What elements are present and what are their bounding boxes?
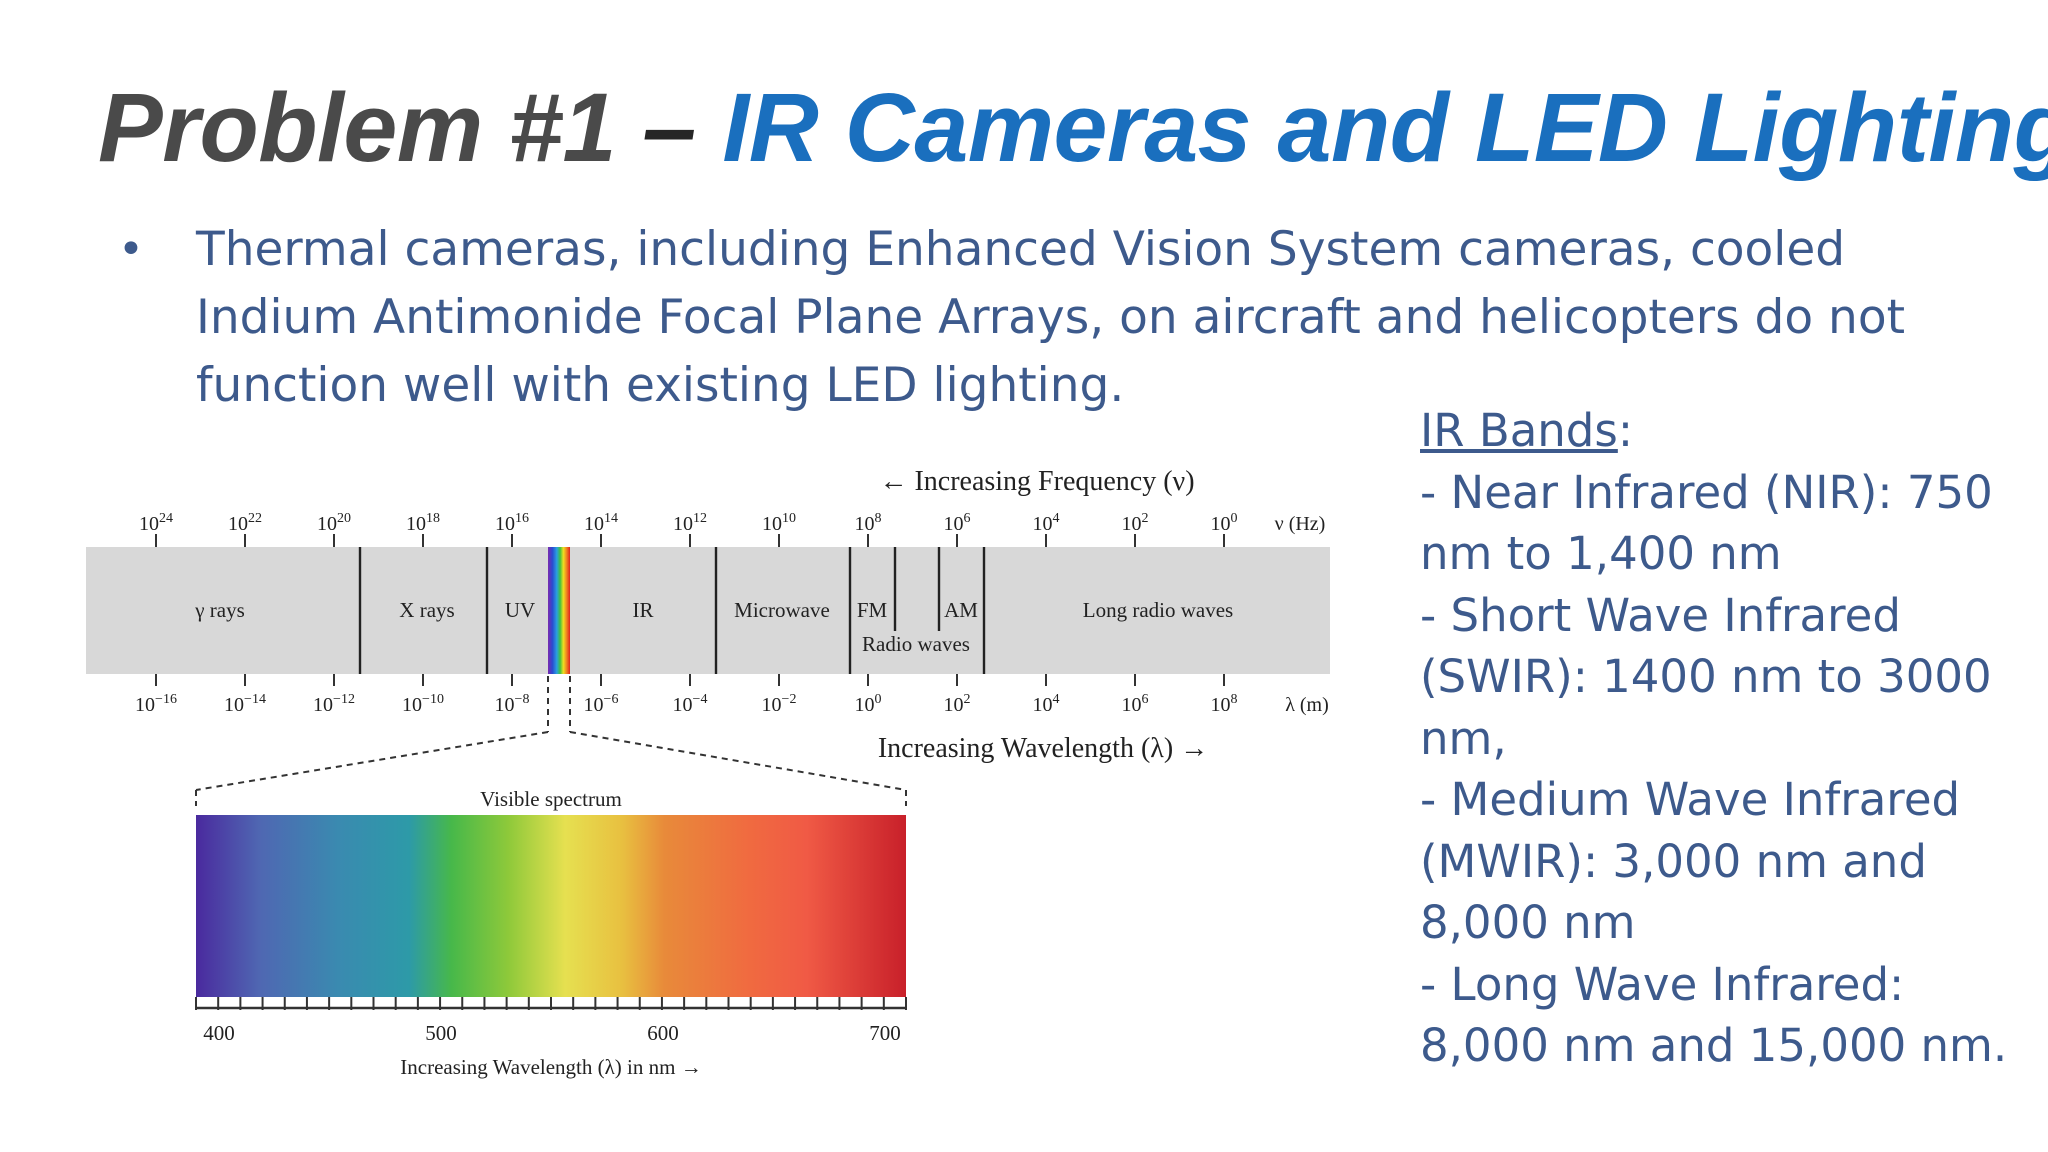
ir-band-line: - Long Wave Infrared: (1420, 957, 1905, 1011)
frequency-tick-label: 1014 (584, 511, 618, 535)
band-label-microwave: Microwave (734, 598, 830, 622)
visible-spectrum-gradient (196, 815, 906, 997)
bullet-marker: • (118, 224, 144, 275)
wavelength-tick-label: 10−2 (762, 692, 797, 716)
wavelength-axis-label: Increasing Wavelength (λ) → (878, 733, 1208, 764)
wavelength-ticks: 10−16 10−14 10−12 10−10 10−8 10−6 10−4 10−2 100 1… (135, 674, 1238, 716)
frequency-ticks: 1024 1022 1020 1018 1016 1014 1012 1010 108 106 10… (139, 511, 1238, 547)
visible-tick-700: 700 (869, 1021, 901, 1045)
band-separators (358, 547, 986, 674)
band-label-fm: FM (857, 598, 888, 622)
bullet-line: Indium Antimonide Focal Plane Arrays, on… (196, 290, 1906, 345)
bullet-line: function well with existing LED lighting… (196, 358, 1125, 413)
visible-axis-label: Increasing Wavelength (λ) in nm → (400, 1055, 701, 1079)
ir-band-line: nm, (1420, 711, 1507, 765)
ir-bands-heading-link[interactable]: IR Bands (1420, 404, 1618, 457)
wavelength-tick-label: 10−16 (135, 692, 177, 716)
visible-strip (548, 547, 570, 674)
wavelength-tick-label: 10−4 (673, 692, 708, 716)
frequency-tick-label: 1024 (139, 511, 173, 535)
ir-band-line: - Short Wave Infrared (1420, 588, 1901, 642)
ir-bands-panel: IR Bands: - Near Infrared (NIR): 750 nm … (1420, 400, 2020, 1077)
ir-band-line: 8,000 nm and 15,000 nm. (1420, 1019, 2008, 1072)
band-label-ir: IR (633, 598, 654, 622)
wavelength-tick-label: 10−10 (402, 692, 444, 716)
band-label-uv: UV (505, 598, 535, 622)
freq-unit-label: ν (Hz) (1275, 513, 1326, 535)
ir-band-line: (SWIR): 1400 nm to 3000 (1420, 650, 1992, 703)
band-label-am: AM (944, 598, 978, 622)
zoom-guides (195, 676, 907, 806)
frequency-tick-label: 108 (855, 511, 882, 535)
wavelength-tick-label: 106 (1122, 692, 1149, 716)
frequency-tick-label: 1022 (228, 511, 262, 535)
wave-unit-label: λ (m) (1285, 694, 1329, 716)
frequency-tick-label: 102 (1122, 511, 1149, 535)
visible-spectrum-title: Visible spectrum (480, 787, 622, 811)
frequency-tick-label: 1018 (406, 511, 440, 535)
wavelength-tick-label: 10−12 (313, 692, 355, 716)
title-dash: – (615, 73, 723, 182)
ir-band-line: (MWIR): 3,000 nm and (1420, 834, 1927, 888)
ir-band-line: - Medium Wave Infrared (1420, 773, 1961, 826)
visible-tick-500: 500 (425, 1021, 457, 1045)
wavelength-tick-label: 10−6 (584, 692, 619, 716)
band-label-radio: Radio waves (862, 632, 970, 656)
frequency-tick-label: 100 (1211, 511, 1238, 535)
frequency-tick-label: 1020 (317, 511, 351, 535)
frequency-tick-label: 1012 (673, 511, 707, 535)
wavelength-tick-label: 108 (1211, 692, 1238, 716)
ir-band-line: 8,000 nm (1420, 896, 1636, 949)
wavelength-tick-label: 102 (944, 692, 971, 716)
visible-tick-400: 400 (203, 1021, 235, 1045)
ir-bands-heading: IR Bands: (1420, 400, 2020, 462)
frequency-tick-label: 1016 (495, 511, 529, 535)
bullet-line: Thermal cameras, including Enhanced Visi… (196, 222, 1846, 277)
wavelength-tick-label: 10−8 (495, 692, 530, 716)
frequency-tick-label: 1010 (762, 511, 796, 535)
frequency-tick-label: 104 (1033, 511, 1060, 535)
ir-band-line: nm to 1,400 nm (1420, 527, 1782, 580)
frequency-tick-label: 106 (944, 511, 971, 535)
visible-ticks (195, 997, 907, 1010)
title-prefix: Problem #1 (98, 73, 616, 182)
wavelength-tick-label: 100 (855, 692, 882, 716)
band-label-gamma: γ rays (194, 598, 245, 622)
ir-band-line: - Near Infrared (NIR): 750 (1420, 465, 1993, 519)
slide-title: Problem #1 – IR Cameras and LED Lighting (98, 72, 2048, 184)
wavelength-tick-label: 10−14 (224, 692, 266, 716)
wavelength-tick-label: 104 (1033, 692, 1060, 716)
frequency-axis-label: ← Increasing Frequency (ν) (879, 466, 1194, 497)
spectrum-bar (86, 547, 1330, 674)
bullet-text: Thermal cameras, including Enhanced Visi… (196, 216, 1976, 420)
ir-bands-colon: : (1617, 404, 1633, 457)
visible-tick-600: 600 (647, 1021, 679, 1045)
band-label-xray: X rays (399, 598, 454, 622)
band-label-long-radio: Long radio waves (1083, 598, 1233, 622)
title-main: IR Cameras and LED Lighting (722, 73, 2048, 182)
